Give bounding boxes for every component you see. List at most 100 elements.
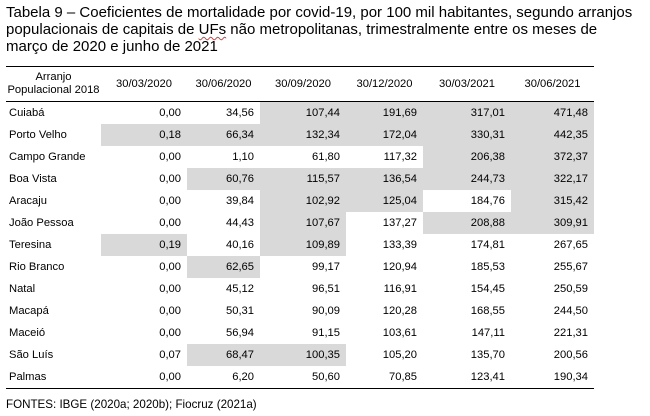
value-cell: 50,60 <box>260 366 346 389</box>
value-cell: 168,55 <box>470 305 505 317</box>
value-cell: 255,67 <box>553 261 588 273</box>
value-cell: 372,37 <box>511 146 594 168</box>
table-row: João Pessoa 0,00 44,43 107,67 137,27 208,88 30… <box>6 212 594 234</box>
value-cell: 0,00 <box>159 173 181 185</box>
value-cell: 0,07 <box>159 349 181 361</box>
value-cell: 40,16 <box>226 239 254 251</box>
value-cell: 174,81 <box>470 239 505 251</box>
row-label: Maceió <box>9 327 46 339</box>
value-cell: 267,65 <box>553 239 588 251</box>
value-cell: 147,11 <box>471 327 505 339</box>
value-cell: 116,91 <box>383 283 417 295</box>
table-body: Cuiabá 0,00 34,56 107,44 191,69 317,01 471,48 P… <box>6 101 594 389</box>
value-cell: 184,76 <box>470 195 505 207</box>
value-cell: 317,01 <box>423 101 511 124</box>
value-cell: 90,09 <box>312 305 340 317</box>
value-cell: 50,31 <box>226 305 254 317</box>
value-cell: 120,28 <box>382 305 417 317</box>
value-cell: 0,19 <box>101 234 187 256</box>
row-label: Macapá <box>9 305 49 317</box>
value-cell: 330,31 <box>423 124 511 146</box>
table-row: Natal 0,00 45,12 96,51 116,91 154,45 250,59 <box>6 278 594 300</box>
value-cell: 107,44 <box>260 101 346 124</box>
value-cell: 100,35 <box>260 344 346 366</box>
row-label: São Luís <box>9 349 54 361</box>
value-cell: 172,04 <box>346 124 423 146</box>
source-note: FONTES: IBGE (2020a; 2020b); Fiocruz (20… <box>6 398 257 411</box>
value-cell: 136,54 <box>346 168 423 190</box>
value-cell: 200,56 <box>553 349 588 361</box>
value-cell: 123,41 <box>423 366 511 389</box>
value-cell: 125,04 <box>346 190 423 212</box>
table-row: Boa Vista 0,00 60,76 115,57 136,54 244,73 322,… <box>6 168 594 190</box>
value-cell: 60,76 <box>187 168 260 190</box>
value-cell: 471,48 <box>511 101 594 124</box>
value-cell: 39,84 <box>226 195 254 207</box>
value-cell: 244,73 <box>423 168 511 190</box>
value-cell: 56,94 <box>226 327 254 339</box>
table-row: Cuiabá 0,00 34,56 107,44 191,69 317,01 471,48 <box>6 101 594 124</box>
table-row: Teresina 0,19 40,16 109,89 133,39 174,81 267,6… <box>6 234 594 256</box>
value-cell: 91,15 <box>312 327 340 339</box>
value-cell: 185,53 <box>470 261 505 273</box>
header-date: 30/03/2021 <box>423 66 511 102</box>
value-cell: 6,20 <box>187 366 260 389</box>
header-date: 30/06/2020 <box>187 66 260 102</box>
row-label: Aracaju <box>9 195 47 207</box>
value-cell: 244,50 <box>553 305 588 317</box>
value-cell: 0,00 <box>159 217 181 229</box>
header-arranjo-line1: Arranjo <box>35 71 72 83</box>
value-cell: 68,47 <box>187 344 260 366</box>
row-label: Campo Grande <box>9 151 86 163</box>
value-cell: 315,42 <box>511 190 594 212</box>
caption-text-start: Tabela 9 – Coeficientes de mortalidade p… <box>6 4 633 38</box>
row-label: João Pessoa <box>9 217 74 229</box>
value-cell: 137,27 <box>382 217 417 229</box>
value-cell: 115,57 <box>260 168 346 190</box>
table-row: Macapá 0,00 50,31 90,09 120,28 168,55 244,50 <box>6 300 594 322</box>
value-cell: 309,91 <box>511 212 594 234</box>
value-cell: 0,00 <box>159 261 181 273</box>
table-row: Campo Grande 0,00 1,10 61,80 117,32 206,38 372… <box>6 146 594 168</box>
value-cell: 44,43 <box>226 217 254 229</box>
value-cell: 221,31 <box>553 327 588 339</box>
row-label: Teresina <box>9 239 52 251</box>
header-arranjo-line2: Populacional 2018 <box>7 84 100 96</box>
table-row: São Luís 0,07 68,47 100,35 105,20 135,70 200,5… <box>6 344 594 366</box>
value-cell: 117,32 <box>383 151 417 163</box>
value-cell: 70,85 <box>346 366 423 389</box>
value-cell: 109,89 <box>260 234 346 256</box>
row-label: Palmas <box>6 366 101 389</box>
value-cell: 0,00 <box>159 195 181 207</box>
caption-text-end: não metropolitanas, trimestralmente entr… <box>6 21 598 55</box>
value-cell: 45,12 <box>226 283 254 295</box>
table-row: Palmas 0,00 6,20 50,60 70,85 123,41 190,34 <box>6 366 594 389</box>
caption-ufs-abbrev: UFs <box>198 21 227 38</box>
value-cell: 154,45 <box>470 283 505 295</box>
value-cell: 135,70 <box>470 349 505 361</box>
table-row: Porto Velho 0,18 66,34 132,34 172,04 330,31 44… <box>6 124 594 146</box>
table-header-row: Arranjo Populacional 2018 30/03/2020 30/0… <box>6 66 594 102</box>
value-cell: 0,00 <box>159 151 181 163</box>
value-cell: 190,34 <box>511 366 594 389</box>
value-cell: 0,00 <box>159 283 181 295</box>
table-caption: Tabela 9 – Coeficientes de mortalidade p… <box>6 4 642 55</box>
header-arranjo: Arranjo Populacional 2018 <box>6 66 101 102</box>
value-cell: 1,10 <box>232 151 254 163</box>
header-date: 30/06/2021 <box>511 66 594 102</box>
value-cell: 442,35 <box>511 124 594 146</box>
value-cell: 132,34 <box>260 124 346 146</box>
table-row: Aracaju 0,00 39,84 102,92 125,04 184,76 315,42 <box>6 190 594 212</box>
value-cell: 133,39 <box>382 239 417 251</box>
value-cell: 0,00 <box>159 305 181 317</box>
value-cell: 0,00 <box>101 366 187 389</box>
header-date: 30/09/2020 <box>260 66 346 102</box>
value-cell: 61,80 <box>312 151 340 163</box>
value-cell: 99,17 <box>312 261 340 273</box>
value-cell: 322,17 <box>511 168 594 190</box>
value-cell: 62,65 <box>187 256 260 278</box>
table-row: Maceió 0,00 56,94 91,15 103,61 147,11 221,31 <box>6 322 594 344</box>
value-cell: 105,20 <box>382 349 417 361</box>
value-cell: 103,61 <box>382 327 417 339</box>
table-row: Rio Branco 0,00 62,65 99,17 120,94 185,53 255,… <box>6 256 594 278</box>
